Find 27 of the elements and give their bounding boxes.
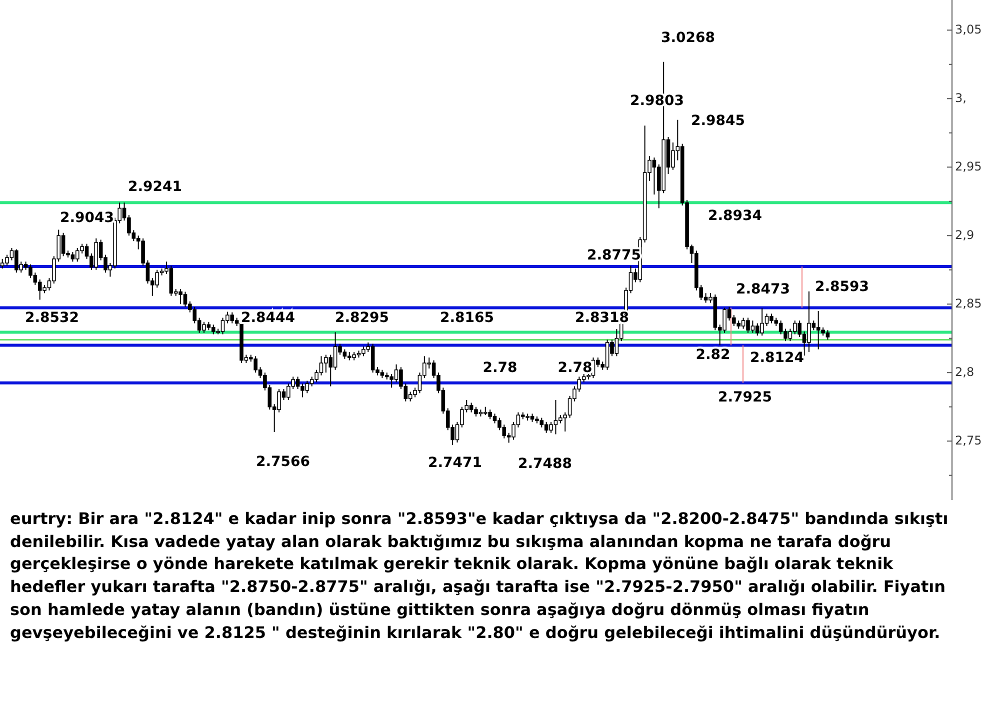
annotation: 2.8444: [240, 310, 296, 326]
ref-line-label: 2.82: [696, 347, 730, 364]
annotation: 2.8532: [24, 310, 80, 326]
y-tick-label: 2,9: [955, 228, 974, 242]
annotation: 3.0268: [660, 30, 716, 46]
ref-line-label: 2.8473: [736, 282, 790, 298]
annotation: 2.8295: [334, 310, 390, 326]
annotation: 2.8124: [750, 350, 804, 366]
annotation: 2.9043: [60, 210, 114, 226]
ref-line-label: 2.7925: [718, 390, 772, 406]
y-tick-label: 3,05: [955, 22, 982, 36]
y-tick-label: 2,95: [955, 159, 982, 174]
annotation: 2.9845: [690, 112, 746, 129]
y-tick-label: 2,8: [955, 364, 974, 379]
y-tick-label: 3,: [955, 90, 966, 105]
annotation: 2.78: [482, 360, 518, 376]
annotation: 2.7471: [428, 454, 482, 471]
annotation: 2.8934: [708, 208, 762, 224]
annotation: 2.8165: [440, 310, 494, 326]
y-tick-label: 2,75: [955, 433, 982, 448]
annotation: 2.78: [558, 360, 592, 376]
y-tick-label: 2,85: [955, 296, 982, 310]
annotation: 2.7566: [256, 454, 310, 470]
annotation: 2.8593: [814, 278, 870, 295]
annotation: 2.7488: [518, 456, 572, 472]
text: eurtry: Bir ara "2.8124" e kadar inip sonra "2.8593"e kadar çıktıysa da "2.8200-2.8475" bandında sıkıştı denilebilir. Kısa vadede yatay alan olarak baktığımız bu sıkışma alanından kopma ne tarafa doğru gerçekleşirse o yönde harekete katılmak gerekir teknik olarak. Kopma yönüne bağlı olarak teknik hedefler yukarı tarafta "2.8750-2.8775" aralığı, aşağı tarafta ise "2.7925-2.7950" aralığı olabilir. Fiyatın son hamlede yatay alanın (bandın) üstüne gittikten sonra aşağıya doğru dönmüş olması fiyatın gevşeyebileceğini ve 2.8125 " desteğinin kırılarak "2.80" e doğru gelebileceği ihtimalini düşündürüyor.: [10, 508, 950, 644]
annotation: 2.9241: [128, 178, 182, 195]
